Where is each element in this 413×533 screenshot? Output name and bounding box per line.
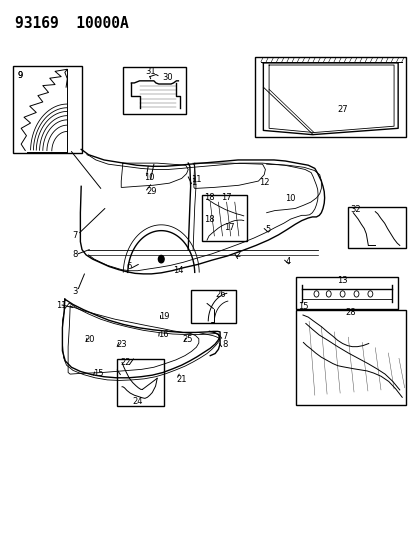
Text: 23: 23 — [116, 340, 127, 349]
Text: 26: 26 — [215, 290, 225, 299]
Text: 4: 4 — [285, 257, 290, 266]
Text: 24: 24 — [132, 397, 143, 406]
Text: 2: 2 — [235, 251, 240, 260]
Text: 7: 7 — [222, 332, 227, 341]
Text: 5: 5 — [264, 225, 270, 234]
Text: 10: 10 — [285, 195, 295, 204]
Text: 10: 10 — [143, 173, 154, 182]
Text: 20: 20 — [84, 335, 95, 344]
Text: 13: 13 — [336, 276, 347, 285]
Text: 27: 27 — [337, 105, 347, 114]
Text: 22: 22 — [120, 358, 131, 367]
Text: 19: 19 — [159, 312, 169, 320]
Text: 30: 30 — [161, 73, 172, 82]
Text: 14: 14 — [173, 266, 183, 275]
Text: 17: 17 — [223, 223, 234, 232]
Text: 18: 18 — [203, 193, 214, 203]
Text: 11: 11 — [56, 301, 66, 310]
Text: 12: 12 — [259, 177, 269, 187]
Text: 31: 31 — [145, 67, 156, 76]
Text: 25: 25 — [182, 335, 192, 344]
Text: 17: 17 — [221, 193, 231, 203]
Circle shape — [158, 255, 164, 263]
Text: 1: 1 — [190, 177, 195, 187]
Text: 15: 15 — [298, 302, 308, 311]
Text: 8: 8 — [222, 340, 227, 349]
Text: 9: 9 — [17, 71, 22, 80]
Text: 8: 8 — [72, 251, 77, 260]
Text: 29: 29 — [146, 187, 157, 196]
Text: 3: 3 — [72, 287, 77, 296]
Text: 6: 6 — [126, 262, 131, 271]
Text: 93169  10000A: 93169 10000A — [15, 16, 128, 31]
Text: 32: 32 — [350, 205, 361, 214]
Text: 18: 18 — [204, 214, 215, 223]
Text: 28: 28 — [344, 309, 355, 318]
Text: 16: 16 — [158, 329, 168, 338]
Text: 21: 21 — [176, 375, 186, 384]
Text: 15: 15 — [93, 368, 103, 377]
Text: 9: 9 — [17, 71, 22, 80]
Text: 11: 11 — [191, 175, 202, 184]
Text: 7: 7 — [72, 231, 77, 240]
